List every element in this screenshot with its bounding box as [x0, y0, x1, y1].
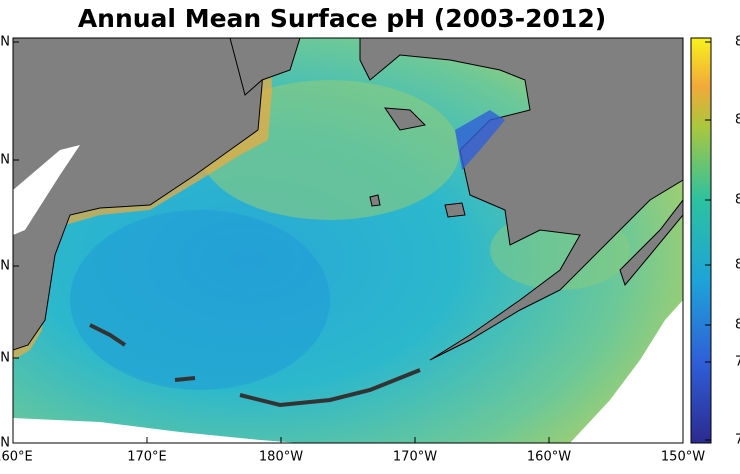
island — [383, 107, 427, 131]
colorbar-label: 8 — [735, 113, 740, 128]
map-frame — [12, 37, 684, 444]
colorbar-label: 7 — [735, 355, 740, 370]
y-tick-label: N — [0, 351, 10, 366]
siberia-lake — [13, 145, 80, 235]
axis-labels: 160°E 170°E 180°W 170°W 160°W 150°W N N N N N 8 8 8 8 8… — [0, 35, 740, 465]
x-tick-label: 180°W — [259, 450, 303, 465]
siberia-land — [13, 38, 266, 351]
aleutian-islands — [89, 323, 421, 408]
x-tick-label: 160°E — [0, 450, 33, 465]
x-tick-label: 170°E — [127, 450, 167, 465]
chukotka-land — [229, 38, 301, 96]
x-tick-label: 160°W — [527, 450, 571, 465]
title: Annual Mean Surface pH (2003-2012) — [78, 4, 606, 33]
island — [369, 194, 381, 207]
colorbar-label: 8 — [735, 35, 740, 50]
map-area — [13, 38, 683, 443]
island — [444, 202, 466, 218]
no-data — [13, 418, 300, 443]
y-tick-label: N — [0, 153, 10, 168]
colorbar-label: 8 — [735, 318, 740, 333]
no-data — [570, 300, 683, 443]
x-tick-label: 170°W — [393, 450, 437, 465]
colorbar — [690, 37, 712, 444]
bay-water — [455, 110, 505, 170]
y-tick-label: N — [0, 35, 10, 50]
x-tick-label: 150°W — [661, 450, 705, 465]
colorbar-label: 7 — [735, 433, 740, 448]
kodiak-land — [619, 199, 683, 287]
alaska-land — [359, 38, 683, 361]
y-tick-label: N — [0, 436, 10, 451]
colorbar-label: 8 — [735, 193, 740, 208]
colorbar-label: 8 — [735, 258, 740, 273]
deep-water — [70, 210, 330, 390]
y-tick-label: N — [0, 259, 10, 274]
